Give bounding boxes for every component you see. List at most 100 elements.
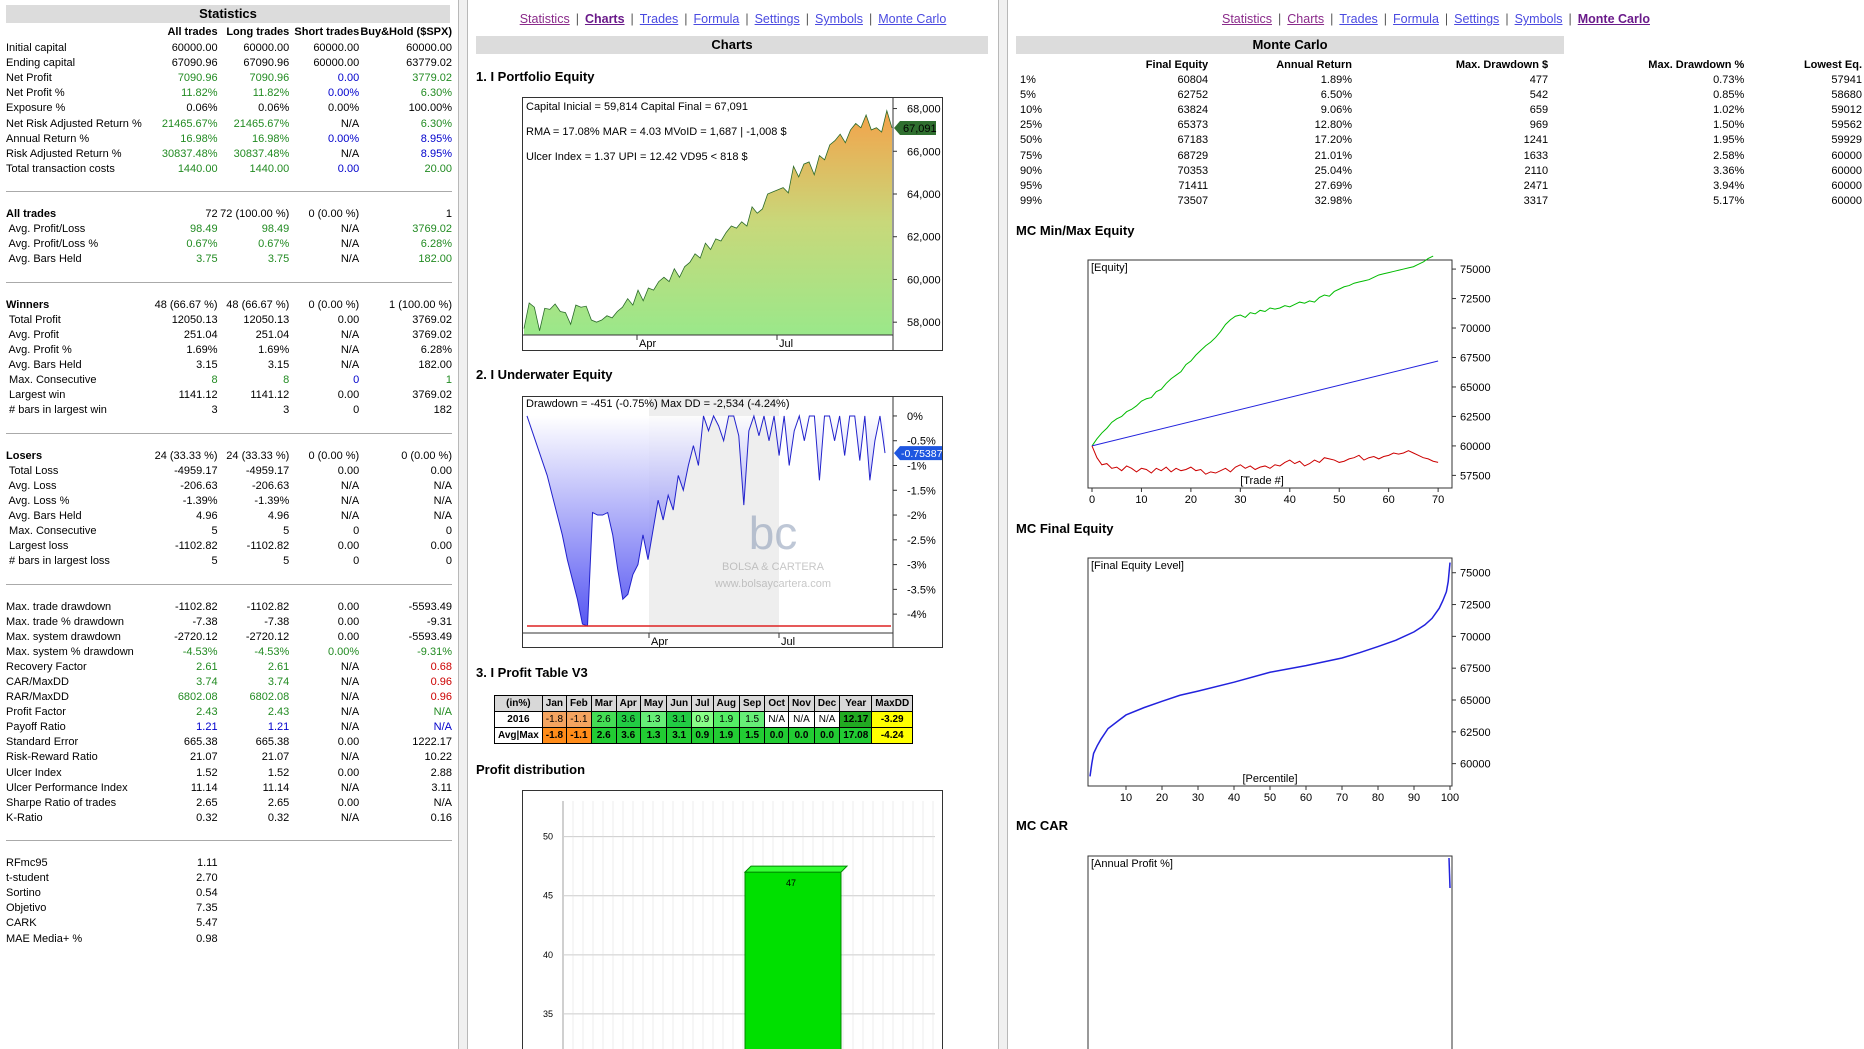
nav-link-charts[interactable]: Charts (1287, 12, 1325, 26)
equity-ytick: 68,000 (907, 104, 941, 116)
nav-link-settings[interactable]: Settings (754, 12, 800, 26)
mc-final-ytick: 60000 (1460, 759, 1491, 771)
stat-value: 3.15 (196, 359, 218, 372)
nav-link-settings[interactable]: Settings (1454, 12, 1500, 26)
profit-table-header: Oct (764, 695, 789, 712)
nav-link-formula[interactable]: Formula (693, 12, 740, 26)
underwater-xtick: Apr (651, 636, 668, 647)
distribution-bar (744, 871, 842, 1049)
mc-header: Max. Drawdown $ (1455, 58, 1549, 71)
profit-distribution-chart[interactable]: 50 45 40 35 47 (522, 790, 943, 1049)
portfolio-equity-chart[interactable]: 68,000 66,000 64,000 62,000 60,000 58,000 67,0… (522, 97, 943, 351)
mc-final-xtick: 10 (1120, 792, 1132, 804)
profit-table-header: Sep (738, 695, 766, 712)
mc-cell: 32.98% (1314, 194, 1352, 207)
stat-label: Largest win (6, 389, 66, 402)
stat-value: 3 (211, 404, 218, 417)
stat-value: 2.43 (267, 706, 290, 719)
stat-value: 20.00 (424, 162, 452, 175)
equity-stat-line2: RMA = 17.08% MAR = 4.03 MVoID = 1,687 | … (526, 126, 787, 138)
stat-value: 251.04 (255, 328, 290, 341)
nav-link-symbols[interactable]: Symbols (1514, 12, 1563, 26)
profit-table-header: (in%) (494, 695, 543, 712)
stat-row: # bars in largest loss 5 5 0 0 (6, 554, 452, 569)
stat-value: 6.28% (420, 343, 452, 356)
stat-row: Max. Consecutive 5 5 0 0 (6, 524, 452, 539)
mc-minmax-chart[interactable]: 75000 72500 70000 67500 65000 62500 60000 57500… (1078, 252, 1518, 510)
nav-link-statistics[interactable]: Statistics (519, 12, 570, 26)
stat-value: -5593.49 (408, 600, 452, 613)
stat-label: Avg. Profit (6, 328, 59, 341)
nav-link-trades[interactable]: Trades (639, 12, 679, 26)
stat-value: 1.69% (186, 343, 218, 356)
pane-splitter-right[interactable] (998, 0, 1008, 1049)
stat-value: 0 (353, 374, 360, 387)
nav-separator: | (868, 12, 873, 26)
stat-value: 182 (433, 404, 452, 417)
stat-value: 0 (445, 555, 452, 568)
stat-value: N/A (340, 117, 360, 130)
profit-table-header: Mar (590, 695, 617, 712)
stat-label: Standard Error (6, 736, 79, 749)
stat-value: 0.00 (337, 464, 360, 477)
stat-value: -4.53% (254, 645, 290, 658)
stat-label: Ulcer Index (6, 766, 62, 779)
stat-value: 5 (283, 525, 290, 538)
profit-table-cell: 0.9 (691, 711, 714, 728)
mc-final-chart[interactable]: 75000 72500 70000 67500 65000 62500 60000 10 20… (1078, 550, 1518, 808)
stat-value: -7.38 (192, 615, 218, 628)
stat-value: 6.30% (420, 87, 452, 100)
underwater-equity-chart[interactable]: bc BOLSA & CARTERA www.bolsaycartera.com… (522, 396, 943, 648)
stat-value: 0.98 (196, 932, 218, 945)
profit-table-cell: -3.29 (871, 711, 914, 728)
pane-splitter-left[interactable] (458, 0, 468, 1049)
equity-ytick: 62,000 (907, 232, 941, 244)
stat-row: Max. trade drawdown -1102.82 -1102.82 0.00 -… (6, 599, 452, 614)
stat-value: N/A (433, 796, 452, 809)
mc-row: 95% 71411 27.69% 2471 3.94% 60000 (1016, 179, 1864, 194)
nav-link-trades[interactable]: Trades (1339, 12, 1378, 26)
mc-cell: 95% (1020, 179, 1043, 192)
stat-value: 0.00 (337, 615, 360, 628)
section-portfolio-equity: 1. I Portfolio Equity (476, 69, 595, 84)
nav-separator: | (684, 12, 688, 26)
distribution-ytick: 50 (543, 832, 553, 842)
mc-row: 25% 65373 12.80% 969 1.50% 59562 (1016, 118, 1864, 133)
stat-value: 0.32 (196, 811, 218, 824)
nav-link-monte-carlo[interactable]: Monte Carlo (878, 12, 947, 26)
stat-value: N/A (340, 811, 360, 824)
stat-row: Largest win 1141.12 1141.12 0.00 3769.02 (6, 388, 452, 403)
stat-value: 0.00 (337, 540, 360, 553)
mc-cell: 3317 (1523, 194, 1549, 207)
underwater-area (527, 415, 885, 627)
stat-label: # bars in largest loss (6, 555, 110, 568)
stat-label: Max. Consecutive (6, 525, 97, 538)
stat-value: 0 (353, 555, 360, 568)
stat-value: -1102.82 (246, 540, 290, 553)
stat-value (218, 871, 290, 886)
nav-link-monte-carlo[interactable]: Monte Carlo (1577, 12, 1650, 26)
profit-table-header: MaxDD (871, 695, 914, 712)
mc-final-xlabel: [Percentile] (1242, 773, 1297, 785)
profit-table-header: Nov (787, 695, 815, 712)
profit-table-cell: -1.1 (566, 711, 592, 728)
stat-value (218, 886, 290, 901)
stat-value: -206.63 (180, 479, 218, 492)
nav-link-statistics[interactable]: Statistics (1222, 12, 1273, 26)
stat-value: 2.65 (267, 796, 290, 809)
nav-link-formula[interactable]: Formula (1393, 12, 1439, 26)
nav-link-symbols[interactable]: Symbols (815, 12, 863, 26)
nav-link-charts[interactable]: Charts (584, 12, 625, 26)
mc-cell: 1.95% (1713, 134, 1745, 147)
mc-cell: 3.94% (1713, 179, 1745, 192)
mc-minmax-xtick: 70 (1432, 494, 1444, 506)
mc-car-chart[interactable]: [Annual Profit %] (1078, 848, 1518, 1049)
mc-minmax-ytick: 65000 (1460, 382, 1491, 394)
stat-row: Standard Error 665.38 665.38 0.00 1222.17 (6, 735, 452, 750)
stat-value: 2.88 (430, 766, 452, 779)
stat-row: Sharpe Ratio of trades 2.65 2.65 0.00 N/A (6, 796, 452, 811)
mc-cell: 60000 (1831, 149, 1862, 162)
mc-row: 75% 68729 21.01% 1633 2.58% 60000 (1016, 148, 1864, 163)
stat-value: -9.31 (426, 615, 452, 628)
mc-header: Annual Return (1276, 58, 1352, 71)
